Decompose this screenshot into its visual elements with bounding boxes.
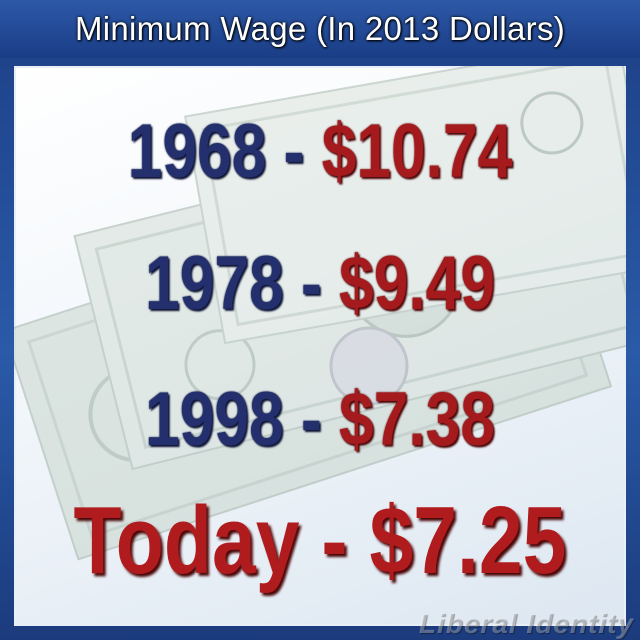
separator: -: [283, 241, 340, 326]
year-label: 1978: [145, 241, 284, 326]
separator: -: [266, 109, 322, 194]
today-amount: $7.25: [369, 487, 567, 594]
wage-row-1978: 1978 - $9.49: [69, 240, 571, 327]
year-label: 1998: [145, 377, 284, 462]
separator: -: [299, 487, 370, 594]
dollar-bills-background-image: [14, 66, 626, 561]
wage-row-today: Today - $7.25: [69, 486, 571, 596]
separator: -: [283, 377, 340, 462]
wage-row-1998: 1998 - $7.38: [69, 376, 571, 463]
content-panel: 1968 - $10.74 1978 - $9.49 1998 - $7.38 …: [14, 66, 626, 626]
title-bar: Minimum Wage (In 2013 Dollars): [0, 0, 640, 58]
poster-title: Minimum Wage (In 2013 Dollars): [74, 10, 566, 47]
wage-amount: $7.38: [339, 377, 495, 462]
year-label: 1968: [127, 109, 267, 194]
today-label: Today: [73, 487, 300, 594]
wage-amount: $9.49: [339, 241, 495, 326]
watermark-logo: Liberal Identity: [418, 608, 634, 639]
wage-row-1968: 1968 - $10.74: [69, 108, 571, 195]
wage-amount: $10.74: [321, 109, 513, 194]
